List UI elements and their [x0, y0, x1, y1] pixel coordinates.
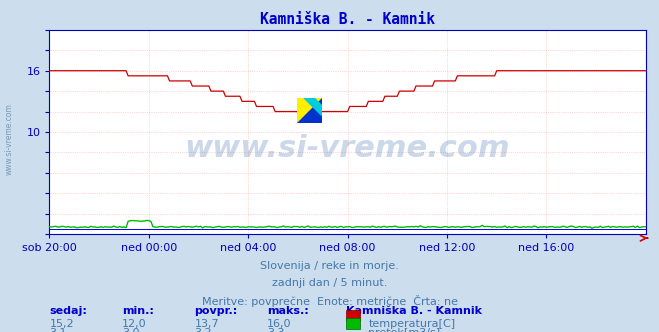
Polygon shape: [297, 98, 322, 123]
Text: 15,2: 15,2: [49, 319, 74, 329]
Text: min.:: min.:: [122, 306, 154, 316]
Text: 12,0: 12,0: [122, 319, 146, 329]
Text: 13,7: 13,7: [194, 319, 219, 329]
Text: Kamniška B. - Kamnik: Kamniška B. - Kamnik: [346, 306, 482, 316]
Text: www.si-vreme.com: www.si-vreme.com: [5, 104, 14, 175]
Text: pretok[m3/s]: pretok[m3/s]: [368, 328, 440, 332]
Text: 3,3: 3,3: [267, 328, 285, 332]
Text: Meritve: povprečne  Enote: metrične  Črta: ne: Meritve: povprečne Enote: metrične Črta:…: [202, 295, 457, 307]
Text: www.si-vreme.com: www.si-vreme.com: [185, 134, 511, 163]
Text: sedaj:: sedaj:: [49, 306, 87, 316]
Polygon shape: [304, 98, 322, 116]
Text: 3,2: 3,2: [194, 328, 212, 332]
Text: povpr.:: povpr.:: [194, 306, 238, 316]
Text: temperatura[C]: temperatura[C]: [368, 319, 455, 329]
Polygon shape: [297, 98, 322, 123]
Text: 3,0: 3,0: [122, 328, 140, 332]
Text: 16,0: 16,0: [267, 319, 291, 329]
Text: zadnji dan / 5 minut.: zadnji dan / 5 minut.: [272, 278, 387, 288]
Text: Slovenija / reke in morje.: Slovenija / reke in morje.: [260, 261, 399, 271]
Text: maks.:: maks.:: [267, 306, 308, 316]
Title: Kamniška B. - Kamnik: Kamniška B. - Kamnik: [260, 12, 435, 27]
Text: 3,1: 3,1: [49, 328, 67, 332]
